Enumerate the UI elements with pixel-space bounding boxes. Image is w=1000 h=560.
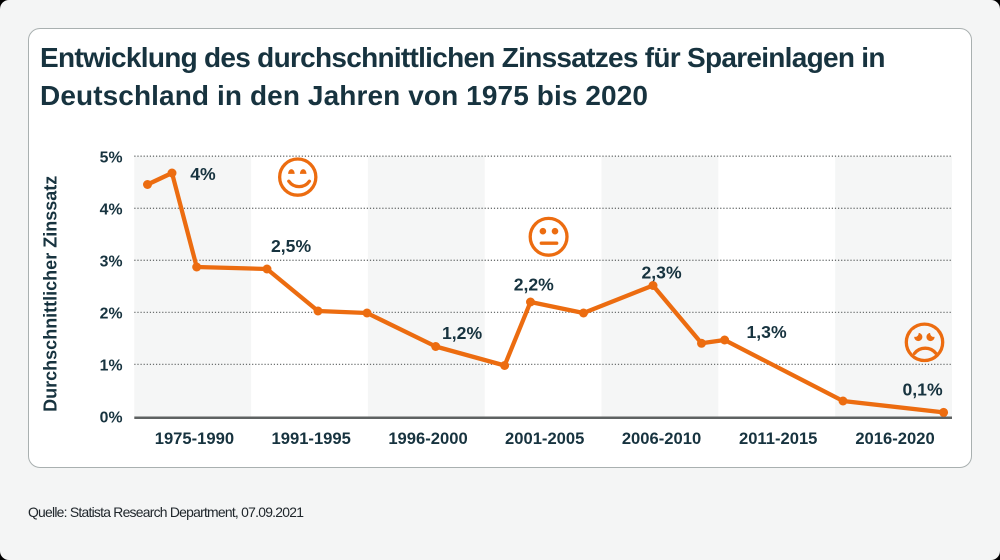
svg-text:4%: 4% — [190, 164, 216, 184]
svg-text:2,5%: 2,5% — [271, 236, 311, 256]
svg-text:2,3%: 2,3% — [642, 263, 682, 283]
svg-text:2016-2020: 2016-2020 — [855, 429, 934, 448]
svg-text:1975-1990: 1975-1990 — [155, 429, 234, 448]
svg-text:1,3%: 1,3% — [747, 322, 787, 342]
svg-text:2006-2010: 2006-2010 — [622, 429, 701, 448]
svg-text:2001-2005: 2001-2005 — [505, 429, 584, 448]
svg-text:4%: 4% — [100, 201, 123, 218]
svg-text:1,2%: 1,2% — [442, 323, 482, 343]
svg-text:1991-1995: 1991-1995 — [272, 429, 351, 448]
svg-text:3%: 3% — [100, 254, 123, 271]
svg-text:0,1%: 0,1% — [903, 380, 943, 400]
svg-text:1%: 1% — [100, 358, 123, 375]
svg-text:5%: 5% — [100, 149, 123, 166]
svg-text:2011-2015: 2011-2015 — [739, 429, 817, 448]
svg-text:0%: 0% — [100, 410, 123, 427]
svg-text:Durchschnittlicher Zinssatz: Durchschnittlicher Zinssatz — [41, 176, 61, 412]
svg-text:2%: 2% — [100, 306, 123, 323]
svg-text:2,2%: 2,2% — [514, 275, 554, 295]
svg-text:1996-2000: 1996-2000 — [388, 429, 467, 448]
